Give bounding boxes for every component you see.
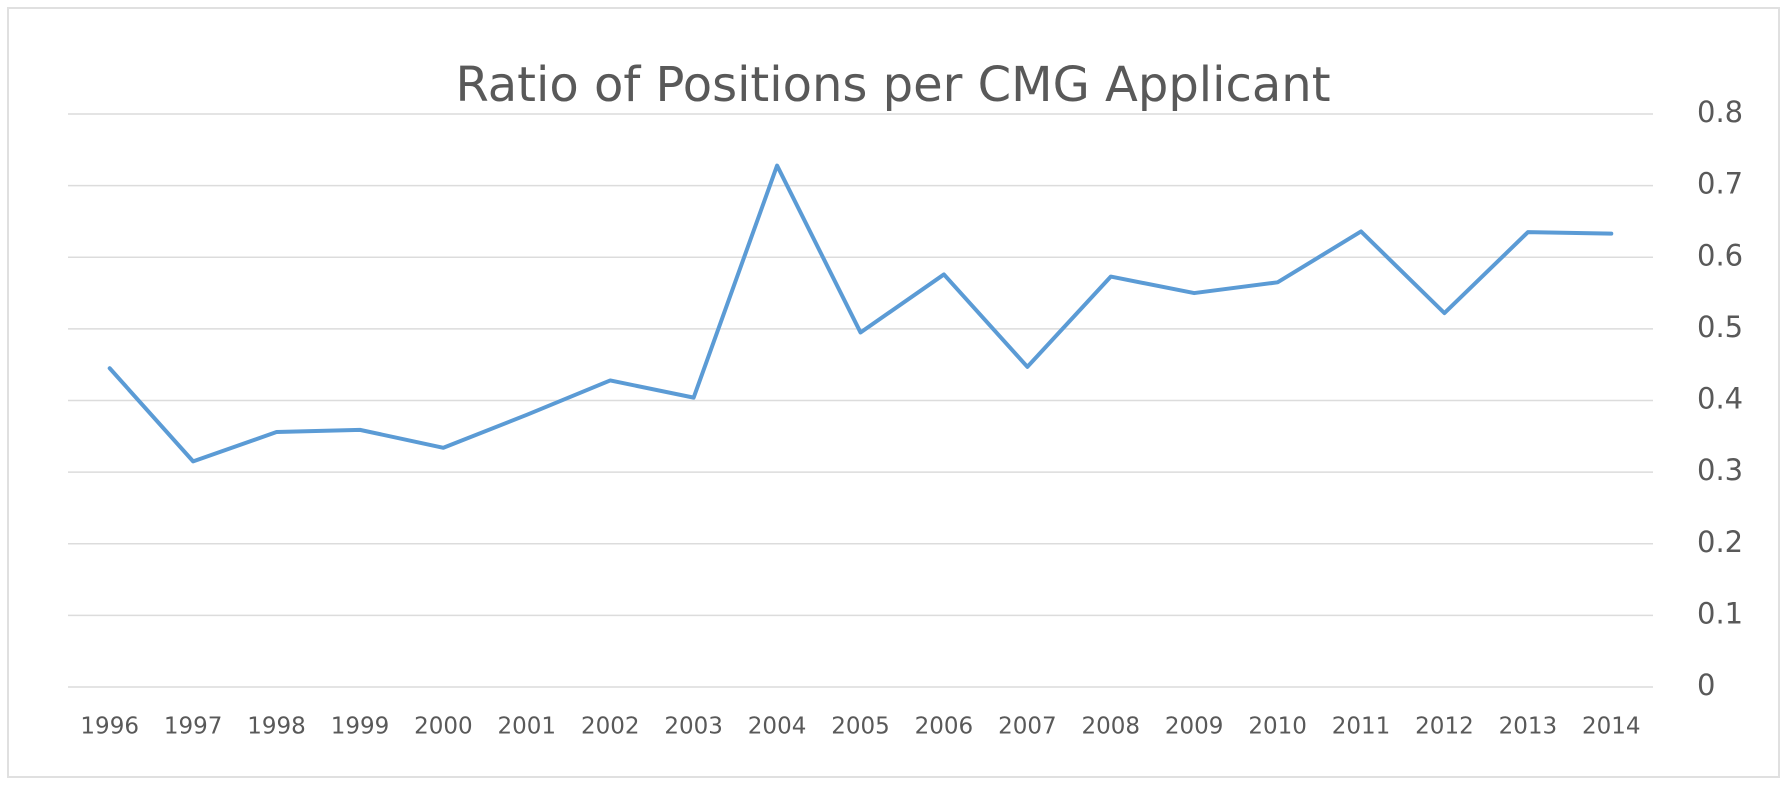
x-tick-label: 2003: [664, 714, 723, 740]
x-tick-label: 2014: [1582, 714, 1641, 740]
y-tick-label: 0.5: [1697, 310, 1743, 344]
chart-title: Ratio of Positions per CMG Applicant: [455, 57, 1330, 113]
x-tick-label: 2013: [1499, 714, 1558, 740]
x-tick-label: 2008: [1081, 714, 1140, 740]
x-tick-label: 1997: [164, 714, 223, 740]
y-tick-label: 0.2: [1697, 525, 1743, 559]
y-tick-label: 0.6: [1697, 238, 1743, 272]
x-tick-label: 2006: [915, 714, 974, 740]
y-tick-label: 0.8: [1697, 95, 1743, 129]
x-tick-label: 2009: [1165, 714, 1224, 740]
x-tick-label: 2007: [998, 714, 1057, 740]
x-tick-label: 2001: [498, 714, 557, 740]
x-tick-label: 2005: [831, 714, 890, 740]
x-tick-label: 1996: [80, 714, 139, 740]
x-tick-label: 1999: [331, 714, 390, 740]
y-tick-label: 0.4: [1697, 382, 1743, 416]
x-tick-label: 2010: [1248, 714, 1307, 740]
y-tick-label: 0: [1697, 668, 1715, 702]
x-tick-label: 2004: [748, 714, 807, 740]
y-tick-label: 0.1: [1697, 596, 1743, 630]
x-tick-label: 2000: [414, 714, 473, 740]
x-tick-label: 2011: [1332, 714, 1391, 740]
y-tick-label: 0.7: [1697, 167, 1743, 201]
chart-frame: [7, 7, 1780, 778]
x-tick-label: 2012: [1415, 714, 1474, 740]
x-tick-label: 2002: [581, 714, 640, 740]
data-line: [107, 163, 1614, 464]
y-tick-label: 0.3: [1697, 453, 1743, 487]
x-tick-label: 1998: [247, 714, 306, 740]
